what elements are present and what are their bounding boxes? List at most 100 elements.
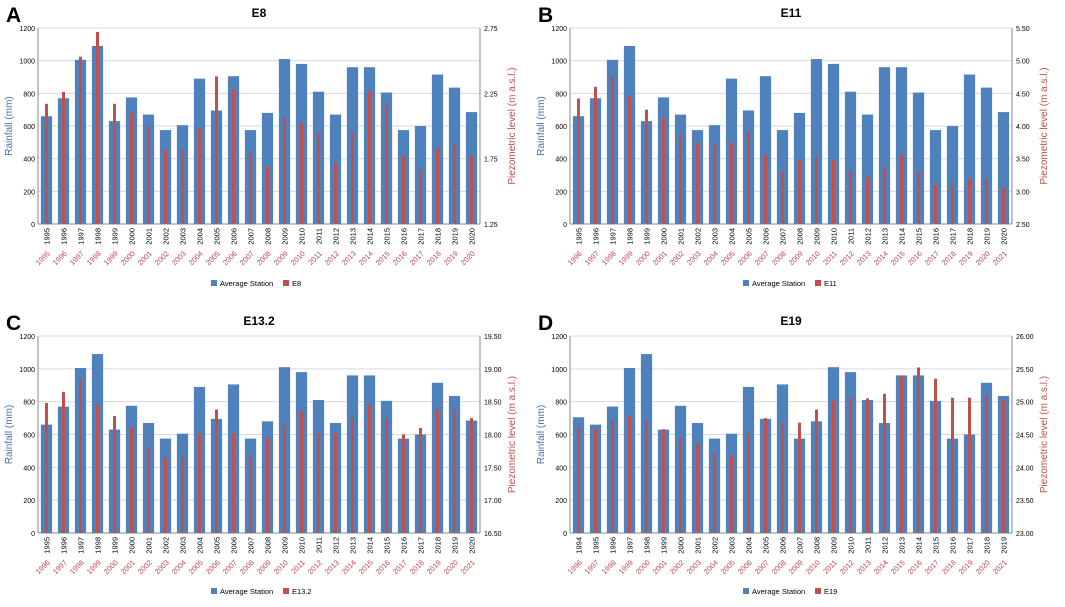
bar-piezometric <box>300 123 303 224</box>
y2-tick-label: 3.50 <box>1016 157 1030 164</box>
x-tick-label: 2005 <box>745 228 754 245</box>
y2-axis-title: Piezometric level (m a.s.l.) <box>1039 67 1050 184</box>
x2-tick-label: 2018 <box>940 558 958 576</box>
legend-label-piezometric: E13.2 <box>292 587 312 596</box>
x-tick-label: 2001 <box>677 228 686 245</box>
x2-tick-label: 2012 <box>323 249 341 267</box>
bar-piezometric <box>419 169 422 224</box>
bar-piezometric <box>283 424 286 533</box>
bar-piezometric <box>198 128 201 224</box>
x2-tick-label: 2002 <box>153 249 171 267</box>
y-tick-label: 0 <box>563 531 567 538</box>
panel-c: C E13.2 0 200 400 600 800 1000 1200 16.50 17.00 17.… <box>4 312 518 596</box>
y-tick-label: 1000 <box>19 59 35 66</box>
bar-piezometric <box>181 455 184 533</box>
x2-tick-label: 1997 <box>583 249 601 267</box>
legend-label-piezometric: E19 <box>824 587 837 596</box>
x2-tick-label: 2004 <box>170 558 188 576</box>
x-tick-label: 1995 <box>43 228 52 245</box>
x-tick-label: 2008 <box>264 228 273 245</box>
x2-tick-label: 2013 <box>323 558 341 576</box>
x2-tick-label: 1996 <box>566 249 584 267</box>
bar-piezometric <box>713 452 716 533</box>
x-tick-label: 2004 <box>196 537 205 554</box>
y-tick-label: 1000 <box>19 367 35 374</box>
x-tick-label: 2007 <box>796 537 805 554</box>
bar-piezometric <box>611 76 614 224</box>
x-tick-label: 2018 <box>434 537 443 554</box>
x-tick-label: 2014 <box>915 537 924 554</box>
x2-tick-label: 2016 <box>374 558 392 576</box>
y2-tick-label: 25.00 <box>1016 400 1034 407</box>
x-tick-label: 2015 <box>915 228 924 245</box>
bar-rainfall <box>759 76 772 224</box>
bar-piezometric <box>79 378 82 533</box>
x2-tick-label: 2009 <box>255 558 273 576</box>
bar-piezometric <box>453 144 456 224</box>
x2-tick-label: 1996 <box>51 249 69 267</box>
bar-piezometric <box>628 416 631 533</box>
bar-piezometric <box>198 433 201 533</box>
bar-piezometric <box>368 90 371 224</box>
x2-tick-label: 2013 <box>855 558 873 576</box>
x-tick-label: 2005 <box>213 537 222 554</box>
x2-tick-label: 2008 <box>238 558 256 576</box>
x-tick-label: 2002 <box>162 228 171 245</box>
legend-swatch-rainfall <box>211 280 217 286</box>
x-tick-label: 2019 <box>983 228 992 245</box>
x-tick-label: 2008 <box>264 537 273 554</box>
bar-piezometric <box>300 411 303 533</box>
y2-tick-label: 3.00 <box>1016 189 1030 196</box>
x-tick-label: 2019 <box>451 228 460 245</box>
bar-piezometric <box>62 92 65 224</box>
x-tick-label: 2007 <box>779 228 788 245</box>
bar-piezometric <box>368 404 371 533</box>
x2-tick-label: 1997 <box>583 558 601 576</box>
bar-piezometric <box>798 422 801 533</box>
x-tick-label: 2014 <box>898 228 907 245</box>
y2-tick-label: 2.25 <box>484 91 498 98</box>
bar-piezometric <box>577 426 580 533</box>
bar-piezometric <box>866 398 869 533</box>
x-tick-label: 1995 <box>575 228 584 245</box>
x2-tick-label: 2000 <box>102 558 120 576</box>
bar-piezometric <box>351 418 354 533</box>
bar-piezometric <box>815 157 818 224</box>
bar-piezometric <box>951 183 954 224</box>
x2-tick-label: 2000 <box>634 558 652 576</box>
bar-piezometric <box>696 444 699 533</box>
y-tick-label: 600 <box>23 124 35 131</box>
x2-tick-label: 1997 <box>51 558 69 576</box>
x2-tick-label: 2014 <box>872 558 890 576</box>
x-tick-label: 2009 <box>281 228 290 245</box>
x-tick-label: 2017 <box>417 537 426 554</box>
bar-rainfall <box>946 126 959 224</box>
x2-tick-label: 2006 <box>736 249 754 267</box>
bar-piezometric <box>849 170 852 224</box>
x2-tick-label: 2007 <box>221 558 239 576</box>
x2-tick-label: 2012 <box>306 558 324 576</box>
bar-piezometric <box>453 409 456 533</box>
x-tick-label: 2011 <box>315 537 324 553</box>
x-tick-label: 2011 <box>847 228 856 244</box>
bar-piezometric <box>147 126 150 224</box>
bar-piezometric <box>266 166 269 224</box>
x-tick-label: 1995 <box>592 537 601 554</box>
x2-tick-label: 2003 <box>685 249 703 267</box>
bar-piezometric <box>181 149 184 224</box>
bar-piezometric <box>815 409 818 533</box>
x2-tick-label: 2003 <box>170 249 188 267</box>
y-tick-label: 1200 <box>551 26 567 33</box>
y-tick-label: 0 <box>31 222 35 229</box>
x-tick-label: 2009 <box>281 537 290 554</box>
bar-piezometric <box>249 152 252 224</box>
bar-piezometric <box>645 109 648 224</box>
x2-tick-label: 2004 <box>702 249 720 267</box>
y2-tick-label: 2.75 <box>484 26 498 33</box>
x2-tick-label: 2005 <box>719 558 737 576</box>
y2-tick-label: 19.50 <box>484 334 502 341</box>
panel-b: B E11 0 200 400 600 800 1000 1200 2.50 3.00 3.50 4.0… <box>536 4 1050 288</box>
x-tick-label: 2012 <box>332 228 341 245</box>
y-tick-label: 800 <box>23 91 35 98</box>
bar-piezometric <box>232 433 235 533</box>
